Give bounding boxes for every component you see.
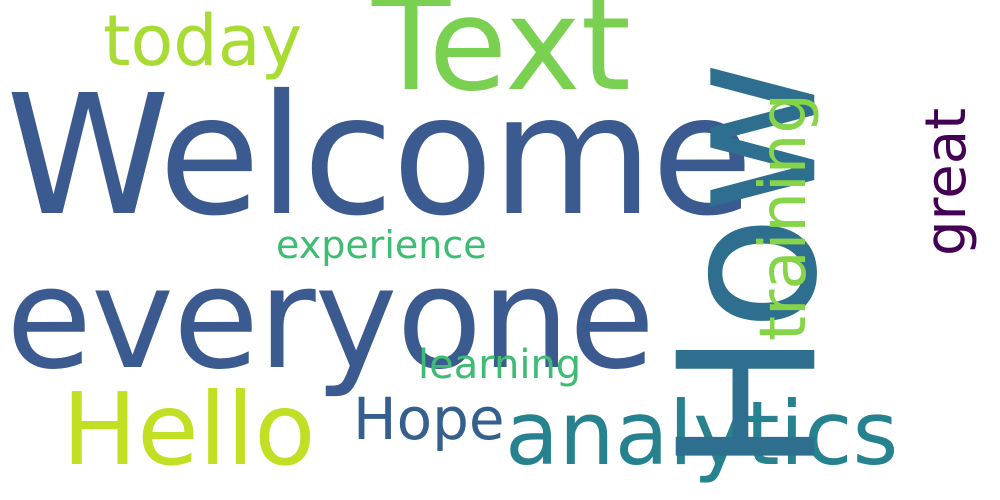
word-hello: Hello: [62, 371, 316, 488]
word-training-container: training: [660, 93, 908, 341]
word-everyone: everyone: [6, 238, 655, 401]
word-experience: experience: [276, 223, 487, 267]
word-welcome: Welcome: [6, 60, 753, 253]
word-learning: learning: [418, 342, 582, 388]
word-training: training: [746, 93, 821, 341]
word-text: Text: [372, 0, 631, 120]
word-hope: Hope: [353, 385, 505, 453]
word-analytics: analytics: [505, 382, 899, 485]
word-great: great: [914, 107, 980, 257]
word-great-container: great: [873, 108, 1000, 256]
word-today: today: [103, 0, 303, 82]
